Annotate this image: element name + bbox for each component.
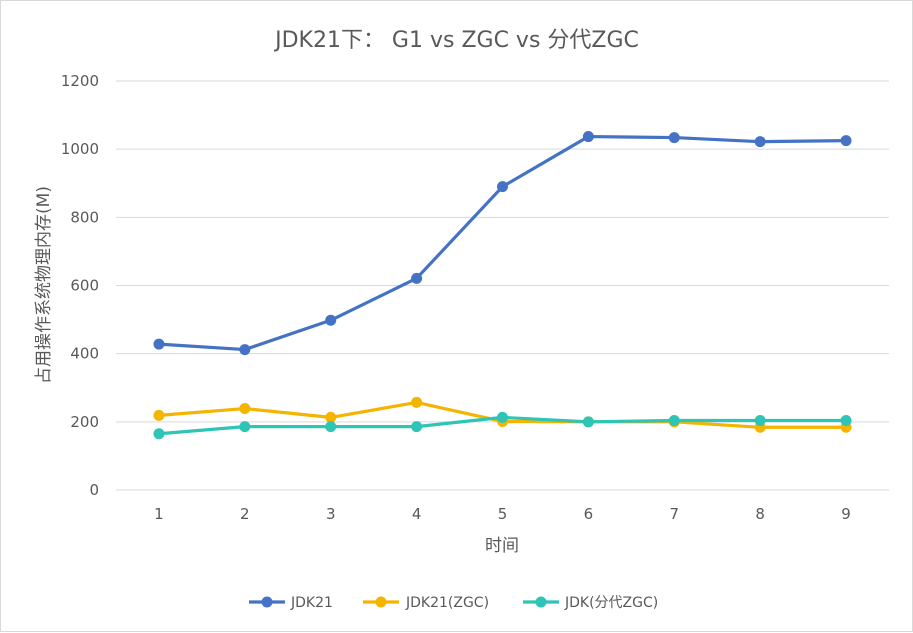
y-tick-label: 1200 <box>61 72 99 90</box>
legend: JDK21 JDK21(ZGC) JDK(分代ZGC) <box>249 595 658 611</box>
x-tick-label: 5 <box>498 505 508 523</box>
legend-label: JDK(分代ZGC) <box>564 595 658 611</box>
x-axis-ticks: 1 2 3 4 5 6 7 8 9 <box>154 505 851 523</box>
data-point <box>153 428 165 440</box>
data-point <box>668 132 680 144</box>
series-1 <box>153 131 852 356</box>
x-tick-label: 7 <box>670 505 680 523</box>
data-point <box>668 414 680 426</box>
x-tick-label: 8 <box>755 505 765 523</box>
data-point <box>325 314 337 326</box>
data-point <box>411 421 423 433</box>
data-point <box>840 135 852 147</box>
x-tick-label: 3 <box>326 505 336 523</box>
y-tick-label: 1000 <box>61 140 99 158</box>
y-tick-label: 600 <box>70 277 99 295</box>
y-tick-label: 800 <box>70 208 99 226</box>
data-point <box>411 272 423 284</box>
series-line <box>157 134 848 352</box>
legend-item: JDK(分代ZGC) <box>523 595 658 611</box>
data-point <box>840 414 852 426</box>
legend-marker <box>535 596 547 608</box>
legend-marker <box>261 596 273 608</box>
data-point <box>325 421 337 433</box>
legend-item: JDK21 <box>249 595 333 611</box>
x-axis-label: 时间 <box>485 536 519 556</box>
data-point <box>582 416 594 428</box>
data-point <box>325 411 337 423</box>
y-axis-ticks: 0 200 400 600 800 1000 1200 <box>61 72 99 499</box>
x-tick-label: 6 <box>584 505 594 523</box>
chart-title: JDK21下： G1 vs ZGC vs 分代ZGC <box>273 28 639 53</box>
x-tick-label: 2 <box>240 505 250 523</box>
legend-label: JDK21(ZGC) <box>405 595 489 611</box>
data-point <box>754 414 766 426</box>
data-point <box>239 344 251 356</box>
y-tick-label: 400 <box>70 345 99 363</box>
data-point <box>754 136 766 148</box>
series-3 <box>153 411 852 440</box>
x-tick-label: 4 <box>412 505 422 523</box>
legend-item: JDK21(ZGC) <box>363 595 489 611</box>
x-tick-label: 1 <box>154 505 164 523</box>
data-point <box>239 421 251 433</box>
y-tick-label: 200 <box>70 413 99 431</box>
data-point <box>153 338 165 350</box>
data-point <box>582 131 594 143</box>
y-tick-label: 0 <box>89 481 99 499</box>
data-point <box>497 181 508 193</box>
data-point <box>239 403 251 415</box>
data-point <box>497 411 508 423</box>
y-axis-label: 占用操作系统物理内存(M) <box>34 186 54 384</box>
data-point <box>153 409 165 421</box>
x-tick-label: 9 <box>841 505 851 523</box>
legend-marker <box>375 596 387 608</box>
data-point <box>411 396 423 408</box>
legend-label: JDK21 <box>290 595 333 611</box>
series-layer <box>153 131 852 440</box>
